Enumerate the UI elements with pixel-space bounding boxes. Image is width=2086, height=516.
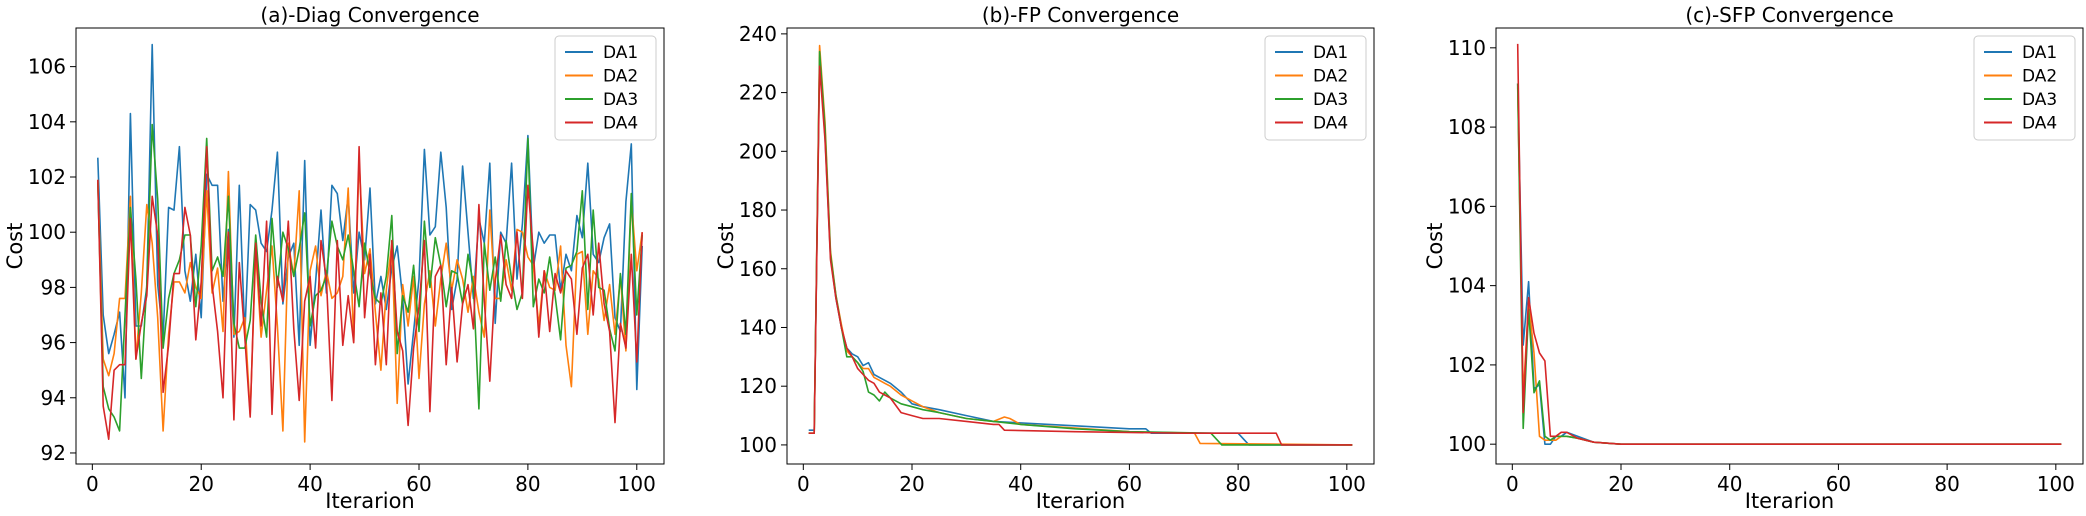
series-line-da4	[808, 65, 1353, 446]
y-tick-label: 102	[1448, 353, 1486, 377]
axes-frame	[1495, 27, 2084, 465]
y-tick-label: 92	[41, 441, 66, 465]
x-axis-label: Iterarion	[1036, 489, 1125, 513]
y-axis-label: Cost	[714, 223, 738, 270]
axes-frame	[786, 27, 1375, 465]
series-line-da1	[97, 43, 643, 399]
legend-label-da2: DA2	[603, 67, 638, 87]
x-tick-label: 0	[797, 472, 810, 496]
legend-label-da3: DA3	[603, 90, 638, 110]
y-tick-label: 220	[739, 81, 777, 105]
legend-label-da1: DA1	[2022, 43, 2057, 63]
legend-label-da4: DA4	[2022, 114, 2057, 134]
y-axis-label: Cost	[3, 223, 27, 270]
y-tick-label: 104	[1448, 274, 1486, 298]
series-line-da4	[97, 145, 643, 440]
legend-label-da1: DA1	[1313, 43, 1348, 63]
y-tick-label: 104	[28, 110, 66, 134]
x-tick-label: 80	[1934, 472, 1959, 496]
x-tick-label: 60	[406, 472, 431, 496]
axes-frame	[75, 27, 665, 465]
y-tick-label: 102	[28, 165, 66, 189]
y-tick-label: 160	[739, 257, 777, 281]
chart-title: (c)-SFP Convergence	[1685, 3, 1893, 27]
legend-box	[1973, 35, 2076, 141]
chart-panel-1: 0 20 40 60 80 100 92 94 96 98 100 102 104 106 (a)-Diag…	[3, 3, 665, 513]
y-tick-label: 200	[739, 139, 777, 163]
chart-panel-3: 0 20 40 60 80 100 100 102 104 106 108 110 (c)-SFP Co…	[1423, 3, 2084, 513]
legend-label-da3: DA3	[2022, 90, 2057, 110]
y-tick-label: 120	[739, 374, 777, 398]
y-tick-label: 180	[739, 198, 777, 222]
legend-label-da3: DA3	[1313, 90, 1348, 110]
x-tick-label: 20	[1608, 472, 1633, 496]
x-tick-label: 100	[1328, 472, 1366, 496]
chart-title: (b)-FP Convergence	[982, 3, 1179, 27]
legend-label-da4: DA4	[603, 114, 638, 134]
legend: DA1 DA2 DA3 DA4	[1973, 35, 2076, 141]
y-tick-label: 110	[1448, 36, 1486, 60]
x-tick-label: 40	[1008, 472, 1033, 496]
series-line-da2	[97, 159, 643, 443]
x-axis-label: Iterarion	[1745, 489, 1834, 513]
y-tick-label: 106	[1448, 194, 1486, 218]
y-tick-label: 100	[739, 433, 777, 457]
y-tick-label: 96	[41, 331, 66, 355]
y-tick-label: 106	[28, 55, 66, 79]
legend-label-da1: DA1	[603, 43, 638, 63]
y-tick-label: 140	[739, 315, 777, 339]
x-tick-label: 60	[1117, 472, 1142, 496]
chart-panel-2: 0 20 40 60 80 100 100 120 140 160 180 200 220 240 (b)-…	[714, 3, 1375, 513]
legend-box	[554, 35, 657, 141]
series-line-da2	[1516, 87, 2062, 445]
y-tick-label: 108	[1448, 115, 1486, 139]
x-tick-label: 80	[1225, 472, 1250, 496]
legend: DA1 DA2 DA3 DA4	[554, 35, 657, 141]
y-tick-label: 240	[739, 22, 777, 46]
y-tick-label: 98	[41, 275, 66, 299]
legend: DA1 DA2 DA3 DA4	[1264, 35, 1367, 141]
y-tick-label: 100	[28, 220, 66, 244]
x-tick-label: 0	[1506, 472, 1519, 496]
x-tick-label: 20	[188, 472, 213, 496]
x-axis-label: Iterarion	[325, 489, 414, 513]
x-tick-label: 40	[297, 472, 322, 496]
legend-label-da2: DA2	[2022, 67, 2057, 87]
legend-label-da4: DA4	[1313, 114, 1348, 134]
y-tick-label: 100	[1448, 432, 1486, 456]
x-tick-label: 20	[899, 472, 924, 496]
x-tick-label: 100	[618, 472, 656, 496]
series-line-da3	[97, 123, 643, 432]
y-axis-label: Cost	[1423, 223, 1447, 270]
legend-box	[1264, 35, 1367, 141]
x-tick-label: 100	[2037, 472, 2075, 496]
chart-title: (a)-Diag Convergence	[260, 3, 479, 27]
y-tick-label: 94	[41, 386, 66, 410]
x-tick-label: 0	[86, 472, 99, 496]
series-line-da4	[1516, 43, 2062, 445]
x-tick-label: 80	[515, 472, 540, 496]
x-tick-label: 60	[1826, 472, 1851, 496]
legend-label-da2: DA2	[1313, 67, 1348, 87]
x-tick-label: 40	[1717, 472, 1742, 496]
